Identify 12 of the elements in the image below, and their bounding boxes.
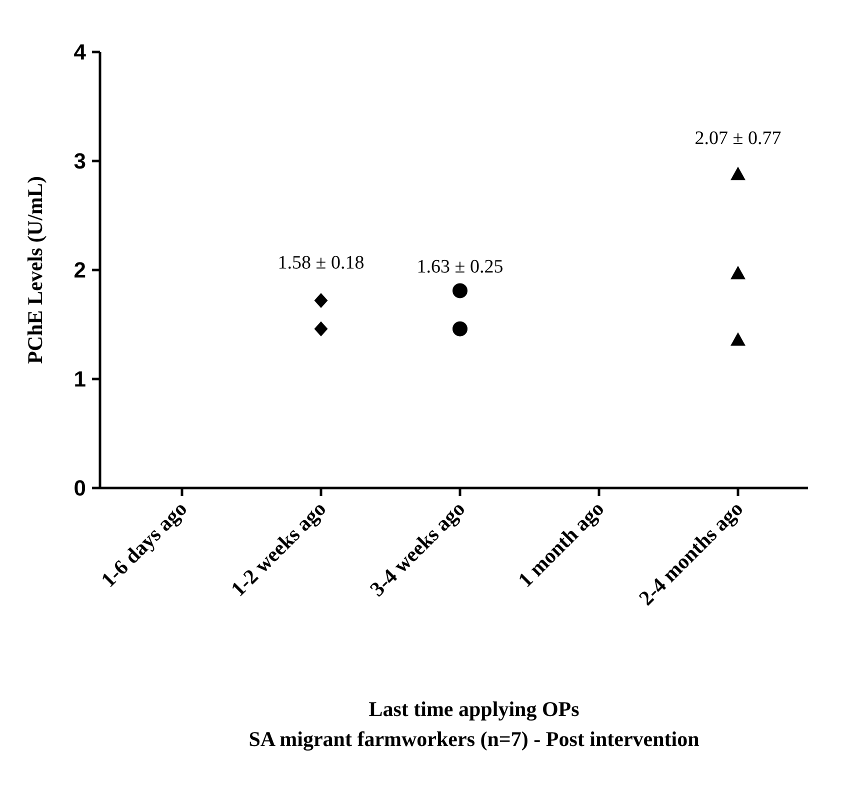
annotation: 1.63 ± 0.25: [416, 256, 504, 278]
annotation: 2.07 ± 0.77: [694, 128, 782, 150]
x-tick-label: 1-6 days ago: [96, 496, 192, 592]
text: SA migrant farmworkers (n=7) - Post intervention: [248, 727, 700, 751]
x-axis-title: Last time applying OPs: [368, 697, 580, 721]
annotation: 1.58 ± 0.18: [278, 252, 364, 274]
y-axis-title: PChE Levels (U/mL): [23, 176, 47, 364]
y-tick-label: 4: [74, 40, 87, 65]
y-tick-label: 0: [74, 476, 86, 501]
y-tick-label: 3: [74, 148, 86, 174]
y-tick-label: 1: [74, 366, 86, 392]
y-tick-label: 2: [74, 258, 86, 283]
